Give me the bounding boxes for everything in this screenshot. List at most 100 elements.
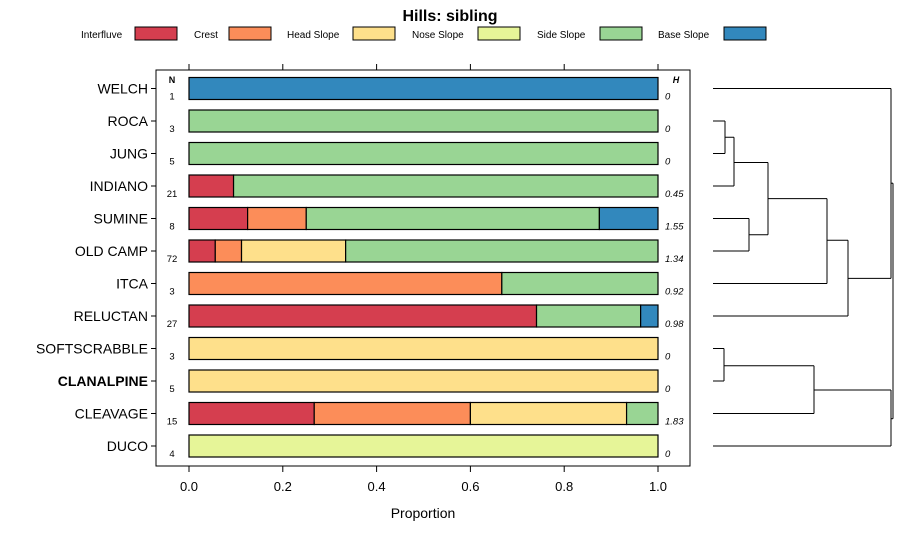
- bar-segment: [188, 271, 503, 296]
- bar-row: CLANALPINE 5 0: [58, 369, 671, 395]
- bar-segment: [345, 239, 659, 263]
- n-value: 15: [167, 417, 178, 428]
- n-value: 5: [169, 384, 174, 395]
- bar-row: WELCH 1 0: [97, 76, 671, 103]
- chart-title: Hills: sibling: [402, 8, 497, 25]
- bar-segment: [188, 141, 659, 166]
- bar-segment: [188, 239, 216, 263]
- h-value: 0.45: [665, 189, 684, 200]
- row-label: DUCO: [107, 438, 148, 454]
- h-value: 0.92: [665, 287, 684, 298]
- x-tick-label: 0.8: [555, 479, 573, 494]
- bar-segment: [188, 109, 659, 133]
- legend-swatch: [352, 26, 396, 41]
- x-axis-label: Proportion: [391, 505, 456, 521]
- bar-segment: [598, 206, 659, 231]
- bar-segment: [188, 304, 538, 328]
- n-value: 8: [169, 222, 174, 233]
- row-label: CLEAVAGE: [75, 406, 148, 422]
- n-value: 72: [167, 254, 178, 265]
- row-label: SUMINE: [94, 211, 148, 227]
- bar-segment: [247, 206, 307, 231]
- n-value: 21: [167, 189, 178, 200]
- n-column-header: N: [169, 75, 176, 85]
- legend-label: Side Slope: [537, 30, 586, 41]
- bar-segment: [240, 239, 347, 263]
- h-column-header: H: [673, 75, 680, 85]
- bar-segment: [188, 336, 659, 361]
- x-tick-label: 1.0: [649, 479, 667, 494]
- bar-row: SOFTSCRABBLE 3 0: [36, 336, 671, 363]
- legend-swatch: [599, 26, 643, 41]
- h-value: 1.34: [665, 254, 684, 265]
- bar-segment: [188, 76, 659, 101]
- row-label: CLANALPINE: [58, 373, 148, 389]
- x-tick-label: 0.6: [461, 479, 479, 494]
- bar-segment: [469, 401, 628, 426]
- bar-segment: [214, 239, 243, 263]
- bar-row: CLEAVAGE 15 1.83: [75, 401, 684, 428]
- plot-area: 0.0 0.2 0.4 0.6 0.8 1.0 N H WELCH 1 0 ROCA 3 0 JUNG 5 0 I…: [36, 64, 691, 494]
- bar-segment: [188, 434, 659, 458]
- bar-segment: [188, 369, 659, 393]
- dendrogram: [713, 88, 894, 447]
- h-value: 0: [665, 384, 671, 395]
- n-value: 3: [169, 352, 174, 363]
- legend: Interfluve Crest Head Slope Nose Slope Side …: [81, 26, 767, 41]
- h-value: 0: [665, 92, 671, 103]
- row-label: INDIANO: [90, 178, 148, 194]
- row-label: RELUCTAN: [74, 308, 148, 324]
- bar-segment: [232, 174, 659, 198]
- bar-segment: [640, 304, 659, 328]
- bar-segment: [625, 401, 659, 426]
- h-value: 0: [665, 352, 671, 363]
- legend-label: Head Slope: [287, 30, 340, 41]
- legend-label: Crest: [194, 30, 218, 41]
- h-value: 0.98: [665, 319, 684, 330]
- n-value: 3: [169, 287, 174, 298]
- bar-row: ROCA 3 0: [108, 109, 671, 135]
- x-tick-label: 0.4: [368, 479, 386, 494]
- row-label: JUNG: [110, 146, 148, 162]
- bar-row: INDIANO 21 0.45: [90, 174, 684, 200]
- h-value: 1.55: [665, 222, 684, 233]
- x-tick-label: 0.0: [180, 479, 198, 494]
- bar-row: SUMINE 8 1.55: [94, 206, 684, 233]
- row-label: OLD CAMP: [75, 243, 148, 259]
- bar-segment: [305, 206, 600, 231]
- h-value: 0: [665, 449, 671, 460]
- row-label: ITCA: [116, 276, 149, 292]
- bar-row: RELUCTAN 27 0.98: [74, 304, 684, 330]
- row-label: SOFTSCRABBLE: [36, 341, 148, 357]
- legend-swatch: [228, 26, 272, 41]
- bar-row: ITCA 3 0.92: [116, 271, 684, 298]
- h-value: 0: [665, 124, 671, 135]
- bar-row: DUCO 4 0: [107, 434, 671, 460]
- legend-swatch: [723, 26, 767, 41]
- bar-row: JUNG 5 0: [110, 141, 671, 168]
- x-tick-label: 0.2: [274, 479, 292, 494]
- n-value: 5: [169, 157, 174, 168]
- bar-segment: [535, 304, 642, 328]
- bar-segment: [501, 271, 659, 296]
- legend-label: Nose Slope: [412, 30, 464, 41]
- bar-segment: [313, 401, 471, 426]
- bar-segment: [188, 206, 249, 231]
- legend-label: Base Slope: [658, 30, 710, 41]
- legend-swatch: [134, 26, 178, 41]
- bar-segment: [188, 401, 315, 426]
- bar-segment: [188, 174, 235, 198]
- n-value: 1: [169, 92, 174, 103]
- legend-swatch: [477, 26, 521, 41]
- row-label: ROCA: [108, 113, 149, 129]
- h-value: 0: [665, 157, 671, 168]
- bar-row: OLD CAMP 72 1.34: [75, 239, 684, 265]
- n-value: 3: [169, 124, 174, 135]
- plot-frame: [155, 69, 691, 467]
- h-value: 1.83: [665, 417, 684, 428]
- n-value: 27: [167, 319, 178, 330]
- row-label: WELCH: [97, 81, 148, 97]
- n-value: 4: [169, 449, 174, 460]
- legend-label: Interfluve: [81, 30, 123, 41]
